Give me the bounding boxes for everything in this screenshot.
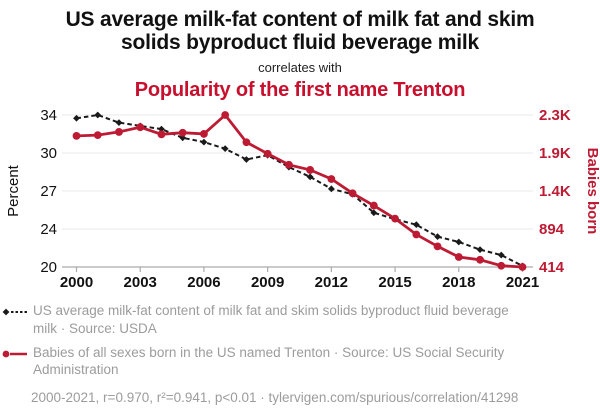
x-axis: 2000 2003 2006 2009 2012 2015 2018 2021	[60, 266, 539, 291]
legend-item-milkfat: US average milk-fat content of milk fat …	[2, 302, 592, 338]
left-axis-ticks: 34 30 27 24 20	[40, 107, 57, 276]
series-trenton	[72, 111, 527, 271]
svg-text:2009: 2009	[251, 274, 284, 291]
svg-text:34: 34	[40, 107, 57, 124]
svg-text:2.3K: 2.3K	[539, 107, 571, 124]
left-axis-title: Percent	[5, 164, 22, 217]
svg-text:2018: 2018	[442, 274, 475, 291]
legend-item-trenton: Babies of all sexes born in the US named…	[2, 344, 592, 380]
svg-text:2006: 2006	[187, 274, 220, 291]
svg-text:894: 894	[539, 221, 565, 238]
correlation-stats-line: 2000-2021, r=0.970, r²=0.941, p<0.01 · t…	[31, 390, 519, 406]
solid-circle-series-icon	[2, 350, 27, 358]
svg-text:20: 20	[40, 259, 57, 276]
svg-text:2012: 2012	[315, 274, 348, 291]
svg-text:2000: 2000	[60, 274, 93, 291]
dashed-diamond-series-icon	[2, 308, 27, 316]
chart-title: US average milk-fat content of milk fat …	[65, 8, 535, 54]
svg-text:1.9K: 1.9K	[539, 145, 571, 162]
legend-label-trenton: Babies of all sexes born in the US named…	[33, 344, 505, 378]
svg-text:414: 414	[539, 259, 565, 276]
dual-axis-line-chart: 2000 2003 2006 2009 2012 2015 2018 2021 34 30 27 24…	[5, 107, 600, 291]
svg-text:24: 24	[40, 221, 57, 238]
legend-label-milkfat: US average milk-fat content of milk fat …	[33, 303, 509, 336]
series-milkfat	[73, 111, 526, 270]
legend: US average milk-fat content of milk fat …	[2, 302, 592, 407]
svg-text:27: 27	[40, 183, 57, 200]
chart-title-secondary: Popularity of the first name Trenton	[134, 79, 466, 102]
gridlines	[62, 114, 533, 230]
right-axis-title: Babies born	[584, 148, 600, 235]
svg-text:1.4K: 1.4K	[539, 183, 571, 200]
right-axis-ticks: 2.3K 1.9K 1.4K 894 414	[539, 107, 571, 276]
svg-text:2015: 2015	[378, 274, 411, 291]
correlates-with-label: correlates with	[258, 60, 342, 76]
svg-text:2021: 2021	[506, 274, 539, 291]
svg-text:2003: 2003	[124, 274, 157, 291]
svg-text:30: 30	[40, 145, 57, 162]
